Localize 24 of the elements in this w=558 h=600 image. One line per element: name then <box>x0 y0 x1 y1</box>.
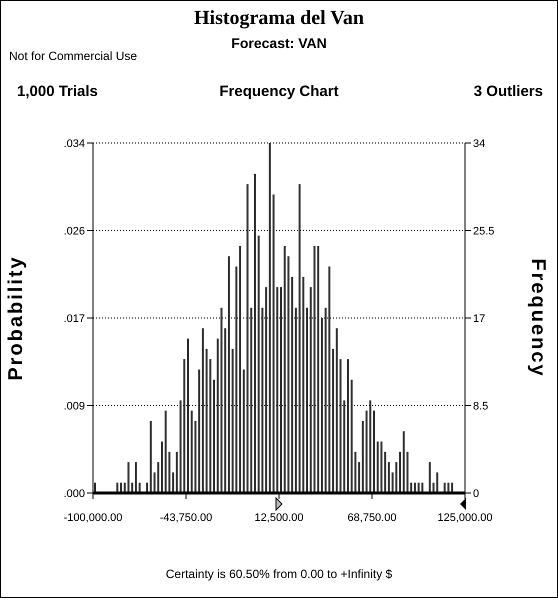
chart-subtitle: Forecast: VAN <box>231 35 327 51</box>
y-tick-label: .034 <box>64 138 85 150</box>
y2-tick-label: 17 <box>473 312 486 325</box>
text: Frequency Chart <box>219 83 339 100</box>
x-tick-label: 12,500.00 <box>254 512 304 524</box>
y2-tick-label: 34 <box>473 138 486 150</box>
y-tick-label: .009 <box>64 400 85 412</box>
text: 1,000 Trials <box>17 83 98 100</box>
y-tick-label: .026 <box>64 225 85 238</box>
text: Not for Commercial Use <box>9 49 138 63</box>
y-axis-title: Probability <box>5 255 28 381</box>
y2-tick-label: 0 <box>473 488 480 500</box>
y2-tick-label: 25.5 <box>473 225 494 238</box>
text: Certainty is 60.50% from 0.00 to +Infinity $ <box>164 567 394 581</box>
x-tick-label: 125,000.00 <box>437 512 493 524</box>
y-tick-label: .017 <box>64 312 85 325</box>
y2-tick-label: 8.5 <box>473 400 488 412</box>
x-tick-label: 68,750.00 <box>348 512 396 524</box>
x-tick-label: -100,000.00 <box>64 512 122 524</box>
chart-title: Histograma del Van <box>192 7 366 30</box>
y2-axis-title: Frequency <box>526 258 549 378</box>
text: 3 Outliers <box>474 83 543 100</box>
x-tick-label: -43,750.00 <box>160 512 212 524</box>
y-tick-label: .000 <box>64 488 85 500</box>
